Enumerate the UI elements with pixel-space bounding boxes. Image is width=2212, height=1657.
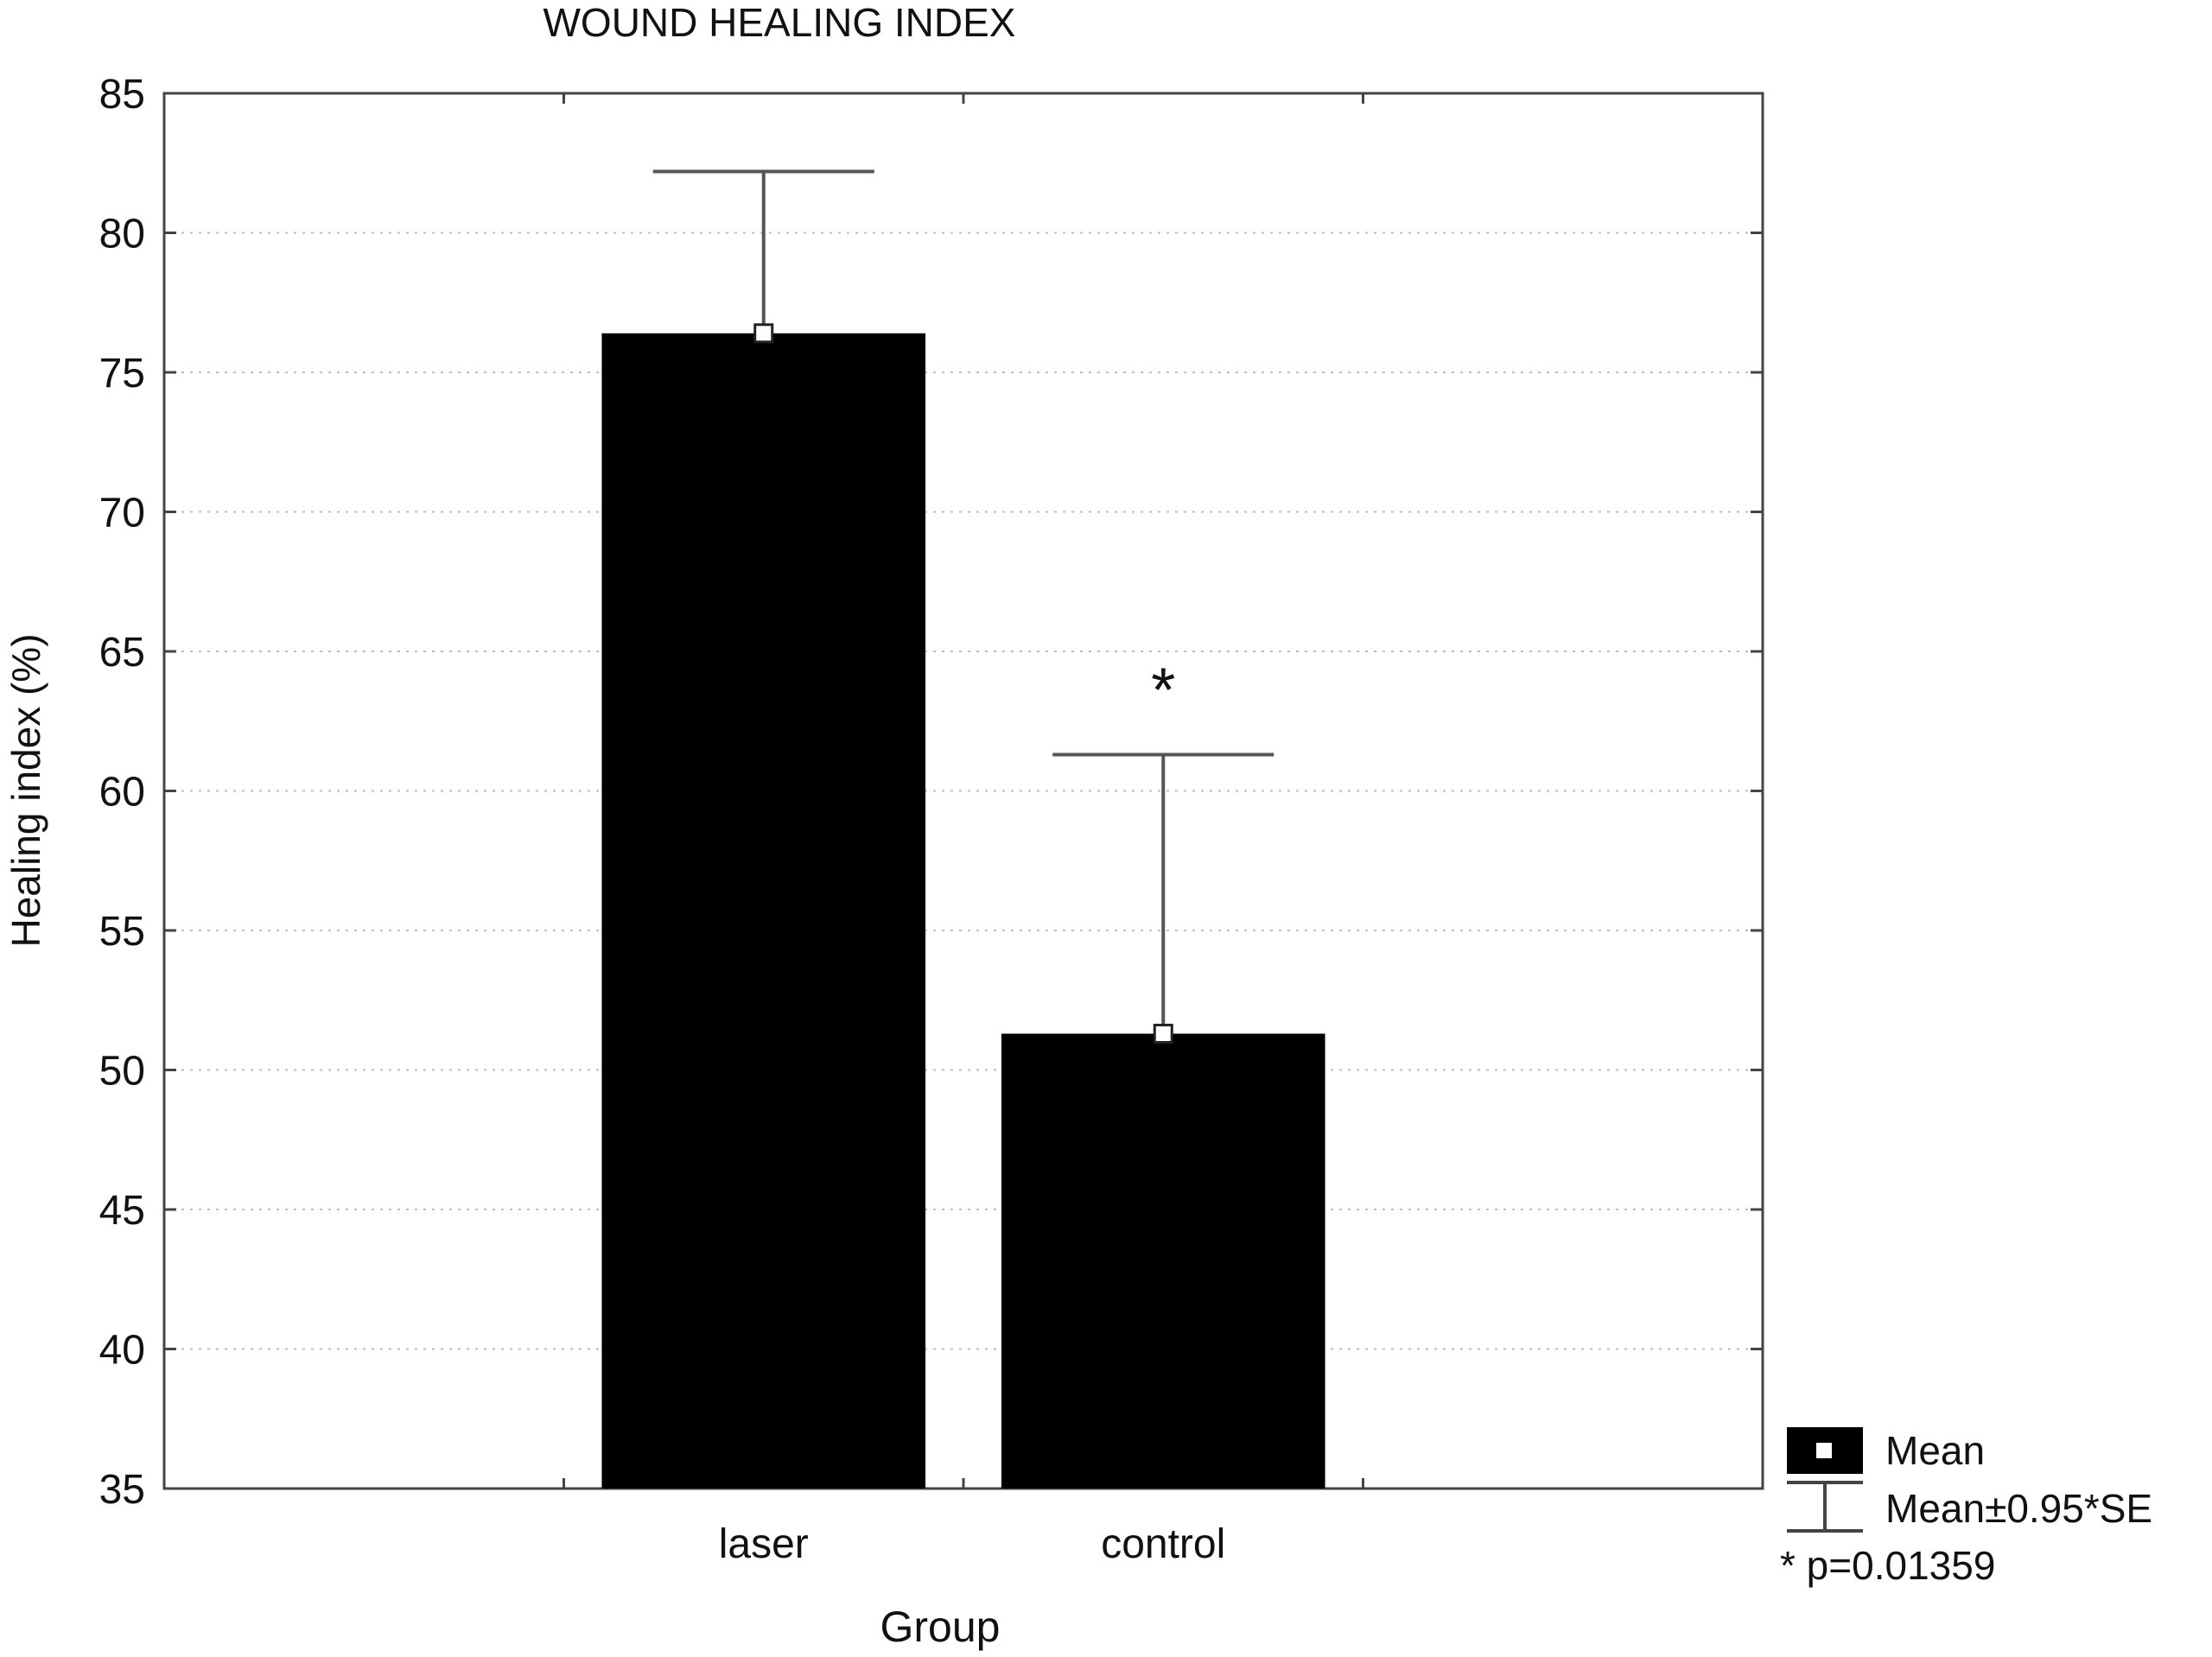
significance-asterisk: * bbox=[1151, 657, 1175, 726]
x-tick-label-laser: laser bbox=[719, 1521, 809, 1567]
y-tick-label: 35 bbox=[99, 1467, 145, 1513]
y-tick-label: 55 bbox=[99, 909, 145, 955]
y-tick-label: 85 bbox=[99, 72, 145, 117]
legend: Mean Mean±0.95*SE * p=0.01359 bbox=[1780, 1427, 2152, 1588]
legend-mean-marker bbox=[1816, 1443, 1832, 1458]
y-tick-label: 80 bbox=[99, 212, 145, 257]
error-bars bbox=[652, 169, 1274, 1034]
mean-markers bbox=[753, 323, 1173, 1044]
mean-marker-control bbox=[1153, 1024, 1173, 1044]
bars bbox=[601, 333, 1325, 1489]
x-axis: laser control bbox=[563, 93, 1364, 1567]
y-tick-label: 40 bbox=[99, 1328, 145, 1374]
y-tick-label: 65 bbox=[99, 630, 145, 676]
significance-markers: * bbox=[1151, 657, 1175, 726]
y-tick-label: 50 bbox=[99, 1049, 145, 1095]
y-tick-label: 60 bbox=[99, 770, 145, 816]
y-tick-label: 45 bbox=[99, 1188, 145, 1234]
y-axis: 35 40 45 50 55 60 65 70 75 80 85 bbox=[99, 72, 1763, 1513]
mean-marker-laser bbox=[753, 323, 774, 344]
legend-mean-label: Mean bbox=[1885, 1428, 1985, 1473]
legend-errorbar-label: Mean±0.95*SE bbox=[1885, 1486, 2152, 1531]
y-tick-label: 70 bbox=[99, 491, 145, 536]
x-tick-label-control: control bbox=[1101, 1521, 1225, 1567]
grid-lines bbox=[164, 232, 1763, 1350]
bar-control bbox=[1001, 1033, 1325, 1489]
y-axis-label: Healing index (%) bbox=[3, 633, 48, 947]
chart-title: WOUND HEALING INDEX bbox=[543, 0, 1016, 45]
bar-laser bbox=[601, 333, 926, 1489]
x-axis-label: Group bbox=[880, 1603, 1001, 1651]
y-tick-label: 75 bbox=[99, 351, 145, 397]
legend-note: * p=0.01359 bbox=[1780, 1543, 1995, 1588]
